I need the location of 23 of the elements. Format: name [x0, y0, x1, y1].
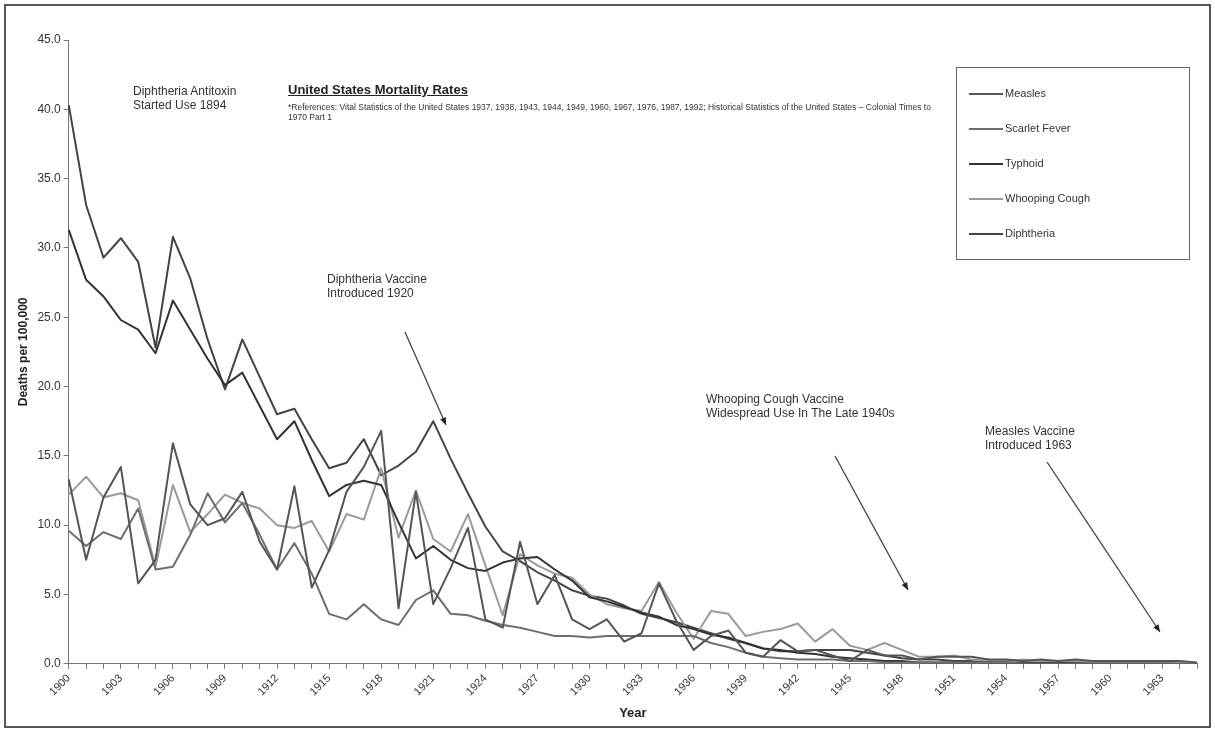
y-tick-label: 45.0	[37, 32, 62, 47]
legend-label: Diphtheria	[1005, 227, 1056, 239]
annotation: Measles Vaccine Introduced 1963	[985, 424, 1076, 452]
y-tick-label: 0.0	[44, 656, 62, 671]
y-tick-label: 5.0	[44, 586, 62, 601]
annotation: Diphtheria Antitoxin Started Use 1894	[133, 84, 238, 112]
x-axis-title: Year	[619, 704, 647, 720]
y-tick-label: 35.0	[37, 170, 62, 185]
legend-label: Typhoid	[1005, 157, 1044, 169]
y-tick-label: 20.0	[37, 378, 62, 393]
y-tick-label: 15.0	[37, 448, 62, 463]
annotation: Whooping Cough Vaccine Widespread Use In The Late 1940s	[706, 392, 896, 420]
annotation: Diphtheria Vaccine Introduced 1920	[327, 272, 428, 300]
annotation: *References: Vital Statistics of the United States 1937, 1938, 1943, 1944, 1949, 1960, 1967, 1976, 1987, 1992; Historical Statistics of the United States – Colonial Times to 1970 Part 1	[288, 102, 932, 122]
legend-label: Measles	[1005, 87, 1046, 99]
y-axis-title: Deaths per 100,000	[15, 297, 30, 407]
y-tick-label: 10.0	[37, 517, 62, 532]
legend-label: Scarlet Fever	[1005, 122, 1071, 134]
y-tick-label: 30.0	[37, 240, 62, 255]
text: United States Mortality Rates	[288, 82, 468, 97]
y-tick-label: 40.0	[37, 101, 62, 116]
legend-label: Whooping Cough	[1005, 192, 1091, 204]
y-tick-label: 25.0	[37, 309, 62, 324]
